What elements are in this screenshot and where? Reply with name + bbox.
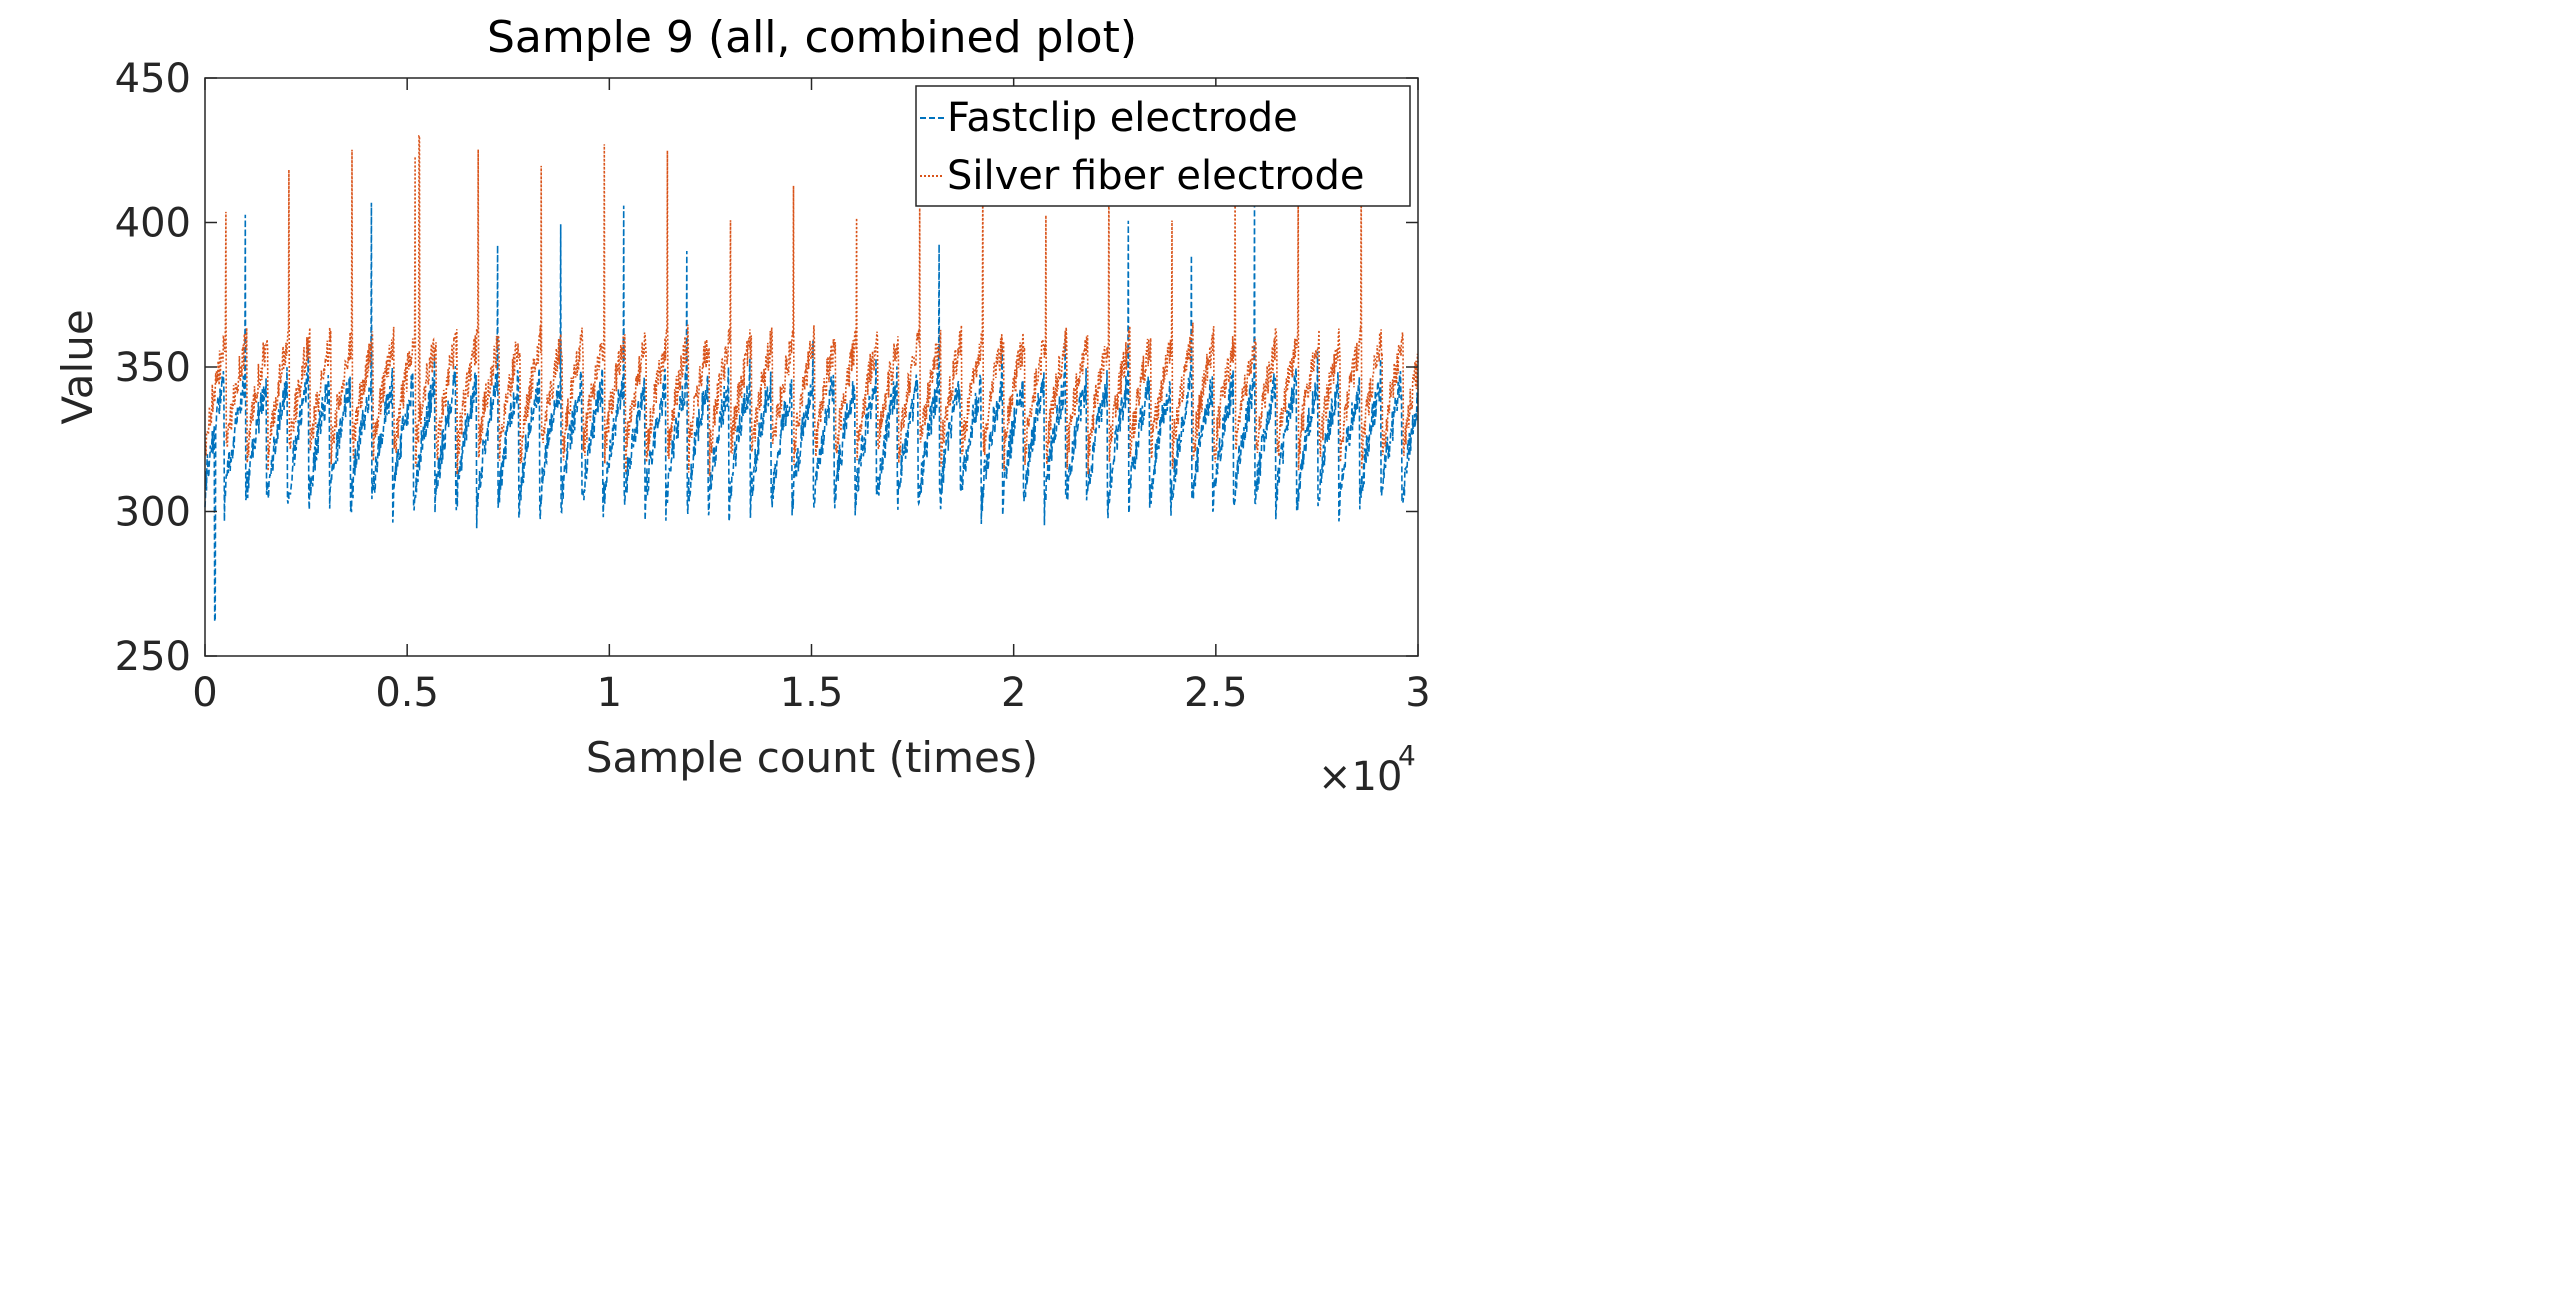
y-tick-label: 350 bbox=[115, 345, 191, 391]
legend: Fastclip electrode Silver fiber electrod… bbox=[915, 85, 1411, 207]
y-axis-label: Value bbox=[53, 309, 102, 424]
y-tick-label: 450 bbox=[115, 56, 191, 102]
y-axis: 250 300 350 400 450 bbox=[115, 56, 1418, 680]
y-tick-label: 250 bbox=[115, 634, 191, 680]
y-tick-label: 400 bbox=[115, 201, 191, 247]
legend-label-silver: Silver fiber electrode bbox=[947, 153, 1364, 199]
x-tick-label: 2.5 bbox=[1184, 670, 1248, 716]
x-tick-label: 2 bbox=[1001, 670, 1026, 716]
x-tick-label: 0.5 bbox=[375, 670, 439, 716]
y-tick-label: 300 bbox=[115, 490, 191, 536]
series-layer bbox=[204, 135, 1419, 623]
legend-label-fastclip: Fastclip electrode bbox=[947, 95, 1298, 141]
x-axis-exponent-base: ×10 bbox=[1318, 754, 1402, 796]
chart-title: Sample 9 (all, combined plot) bbox=[487, 12, 1137, 63]
x-tick-label: 1.5 bbox=[780, 670, 844, 716]
chart-figure: Sample 9 (all, combined plot) 0 0.5 1 1.5 2 2… bbox=[53, 12, 1431, 796]
legend-box bbox=[915, 85, 1411, 207]
x-axis: 0 0.5 1 1.5 2 2.5 3 bbox=[192, 78, 1431, 716]
x-axis-label: Sample count (times) bbox=[586, 733, 1038, 782]
x-tick-label: 1 bbox=[597, 670, 622, 716]
x-tick-label: 0 bbox=[192, 670, 217, 716]
series-line-fastclip bbox=[204, 202, 1419, 623]
series-line-silver-fiber bbox=[204, 135, 1419, 477]
x-tick-label: 3 bbox=[1405, 670, 1430, 716]
x-axis-exponent-power: 4 bbox=[1398, 739, 1416, 772]
